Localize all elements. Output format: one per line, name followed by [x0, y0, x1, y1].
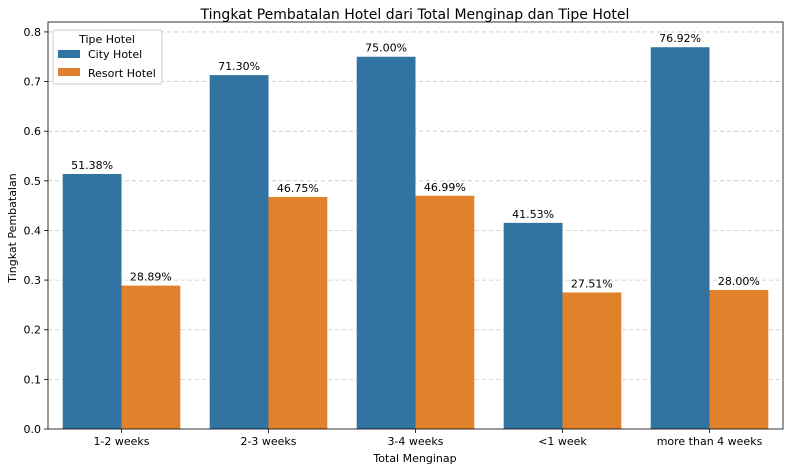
y-tick-label: 0.1: [24, 373, 42, 386]
y-tick-label: 0.4: [24, 224, 42, 237]
bar-resort-hotel: [415, 195, 475, 429]
axes: 0.0 0.1 0.2 0.3 0.4 0.5 0.6 0.7 0.8 1-2 weeks 2-3 …: [24, 21, 784, 448]
legend-label-resort-hotel: Resort Hotel: [88, 67, 156, 80]
x-axis-title: Total Menginap: [372, 452, 456, 465]
plot-frame: [47, 21, 784, 430]
x-tick-label: 3-4 weeks: [387, 435, 443, 448]
bar-value-label: 27.51%: [571, 277, 613, 290]
bar-resort-hotel: [562, 292, 622, 429]
bar-resort-hotel: [268, 196, 328, 429]
bar-value-label: 28.00%: [718, 275, 760, 288]
bar-city-hotel: [356, 56, 416, 430]
legend-title: Tipe Hotel: [78, 33, 135, 46]
bar-city-hotel: [62, 173, 122, 429]
bar-value-label: 46.75%: [277, 182, 319, 195]
x-tick-label: <1 week: [538, 435, 587, 448]
x-tick-label: 1-2 weeks: [93, 435, 149, 448]
y-tick-label: 0.7: [24, 76, 42, 89]
bar-value-label: 41.53%: [512, 208, 554, 221]
bar-value-label: 46.99%: [424, 181, 466, 194]
y-tick-label: 0.5: [24, 175, 42, 188]
bar-city-hotel: [209, 75, 269, 430]
legend-swatch-resort-hotel: [58, 68, 80, 76]
bar-value-label: 75.00%: [365, 42, 407, 55]
y-tick-label: 0.6: [24, 125, 42, 138]
bar-resort-hotel: [709, 290, 769, 429]
bar-value-label: 28.89%: [130, 271, 172, 284]
legend: Tipe Hotel City Hotel Resort Hotel: [52, 29, 163, 85]
bar-value-label: 51.38%: [71, 159, 113, 172]
bar-labels: 51.38% 71.30% 75.00% 41.53% 76.92% 28.89% 46.7…: [71, 32, 760, 290]
legend-swatch-city-hotel: [58, 50, 80, 58]
y-tick-label: 0.3: [24, 274, 42, 287]
x-tick-label: more than 4 weeks: [657, 435, 763, 448]
chart-title: Tingkat Pembatalan Hotel dari Total Meng…: [200, 7, 630, 23]
bar-resort-hotel: [121, 285, 181, 429]
y-axis-title: Tingkat Pembatalan: [6, 173, 19, 283]
legend-label-city-hotel: City Hotel: [88, 48, 142, 61]
x-tick-label: 2-3 weeks: [240, 435, 296, 448]
bar-city-hotel: [650, 47, 710, 430]
bars: [62, 47, 769, 430]
bar-city-hotel: [503, 222, 563, 429]
y-tick-label: 0.2: [24, 324, 42, 337]
y-tick-label: 0.8: [24, 26, 42, 39]
bar-value-label: 76.92%: [659, 32, 701, 45]
y-tick-label: 0.0: [24, 423, 42, 436]
bar-value-label: 71.30%: [218, 60, 260, 73]
legend-box: [52, 29, 163, 85]
